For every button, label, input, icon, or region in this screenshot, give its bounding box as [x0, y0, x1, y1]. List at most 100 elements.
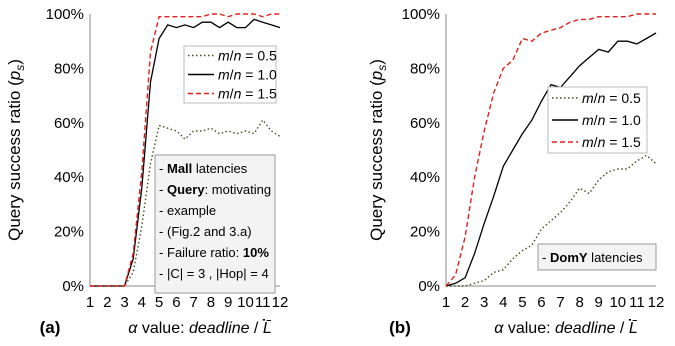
y-tick-label: 60% [410, 115, 440, 132]
y-axis-title-symbol: p [5, 71, 24, 81]
x-tick-label: 9 [224, 294, 232, 311]
x-tick-label: 1 [442, 294, 450, 311]
legend-label-m: m [218, 67, 230, 83]
x-tick-label: 6 [172, 294, 180, 311]
x-tick-label: 11 [629, 294, 645, 311]
x-axis-title-latency: L̄ [629, 320, 638, 337]
x-tick-label: 8 [207, 294, 215, 311]
y-tick-label: 20% [54, 224, 84, 241]
annotation-line: Query: motivating [167, 182, 271, 197]
annotation-segment: 10% [243, 245, 269, 260]
x-tick-label: 7 [189, 294, 197, 311]
legend-label-m: m [582, 134, 594, 150]
x-tick-label: 4 [138, 294, 146, 311]
y-axis-title-symbol: p [367, 71, 386, 81]
annotation-segment: (Fig.2 and 3.a) [167, 224, 252, 239]
annotation-bullet: - [159, 245, 163, 260]
annotation-line: DomY latencies [550, 250, 643, 265]
x-axis-title-latency: L̄ [263, 320, 272, 337]
panel-label: (b) [389, 318, 411, 337]
annotation-line: |C| = 3 , |Hop| = 4 [167, 266, 269, 281]
annotation-bullet: - [542, 250, 546, 265]
x-tick-label: 10 [237, 294, 254, 311]
annotation-bullet: - [159, 224, 163, 239]
y-tick-label: 60% [54, 115, 84, 132]
x-tick-label: 9 [595, 294, 603, 311]
x-tick-label: 12 [272, 294, 289, 311]
x-tick-label: 3 [480, 294, 488, 311]
x-tick-label: 3 [120, 294, 128, 311]
x-axis-title: α value: deadline / L̄ [494, 320, 638, 337]
x-tick-label: 6 [537, 294, 545, 311]
x-axis-title-deadline: deadline [189, 320, 250, 337]
legend-label: m/n = 1.0 [218, 67, 277, 83]
legend-label-m: m [582, 112, 594, 128]
series-line [445, 32, 657, 287]
x-tick-label: 2 [461, 294, 469, 311]
x-tick-label: 12 [648, 294, 665, 311]
y-tick-label: 0% [62, 278, 84, 295]
x-axis-title: α value: deadline / L̄ [128, 320, 272, 337]
x-tick-label: 4 [499, 294, 507, 311]
legend-label-n: n [234, 67, 242, 83]
x-axis-title-alpha: α [494, 320, 504, 337]
annotation-bullet: - [159, 182, 163, 197]
legend-label: m/n = 0.5 [582, 90, 641, 106]
x-tick-label: 2 [103, 294, 111, 311]
annotation-line: (Fig.2 and 3.a) [167, 224, 252, 239]
legend-label-m: m [218, 48, 230, 64]
y-axis-title-close: ) [367, 59, 386, 65]
legend-label-m: m [218, 86, 230, 102]
y-tick-label: 0% [418, 278, 440, 295]
y-axis-title: Query success ratio (ps) [367, 59, 389, 241]
x-tick-label: 11 [255, 294, 271, 311]
x-tick-label: 5 [518, 294, 526, 311]
annotation-line: example [167, 203, 216, 218]
y-tick-label: 40% [410, 169, 440, 186]
x-tick-label: 8 [575, 294, 583, 311]
annotation-segment: |C| = 3 , |Hop| = 4 [167, 266, 269, 281]
legend-label-n: n [234, 86, 242, 102]
annotation-line: Failure ratio: 10% [167, 245, 269, 260]
y-tick-label: 100% [46, 6, 84, 23]
legend-label: m/n = 1.5 [218, 86, 277, 102]
y-tick-label: 40% [54, 169, 84, 186]
x-tick-label: 1 [86, 294, 94, 311]
annotation-box [537, 243, 657, 271]
y-axis-title-subscript: s [13, 65, 27, 71]
legend-label-m: m [582, 90, 594, 106]
legend-label-n: n [598, 134, 606, 150]
x-axis-title-deadline: deadline [555, 320, 616, 337]
series-line [445, 13, 656, 287]
legend-label: m/n = 1.5 [582, 134, 641, 150]
annotation-segment: latencies [192, 161, 247, 176]
x-axis-title-alpha: α [128, 320, 138, 337]
panel-label: (a) [40, 318, 61, 337]
x-tick-label: 5 [155, 294, 163, 311]
series-line [90, 18, 281, 287]
y-tick-label: 80% [54, 60, 84, 77]
annotation-segment: Query [167, 182, 205, 197]
y-tick-label: 80% [410, 60, 440, 77]
x-tick-label: 10 [609, 294, 626, 311]
annotation-bullet: - [159, 266, 163, 281]
legend-label: m/n = 1.0 [582, 112, 641, 128]
annotation-bullet: - [159, 161, 163, 176]
annotation-box [154, 154, 276, 294]
legend-label-n: n [598, 112, 606, 128]
y-axis-title: Query success ratio (ps) [5, 59, 27, 241]
y-axis-title-subscript: s [375, 65, 389, 71]
legend-label-n: n [598, 90, 606, 106]
annotation-segment: Mall [167, 161, 192, 176]
annotation-segment: : motivating [205, 182, 271, 197]
x-tick-label: 7 [556, 294, 564, 311]
legend-label-n: n [234, 48, 242, 64]
legend-label: m/n = 0.5 [218, 48, 277, 64]
y-axis-title-close: ) [5, 59, 24, 65]
y-tick-label: 20% [410, 224, 440, 241]
y-tick-label: 100% [402, 6, 440, 23]
series-line [90, 13, 280, 287]
